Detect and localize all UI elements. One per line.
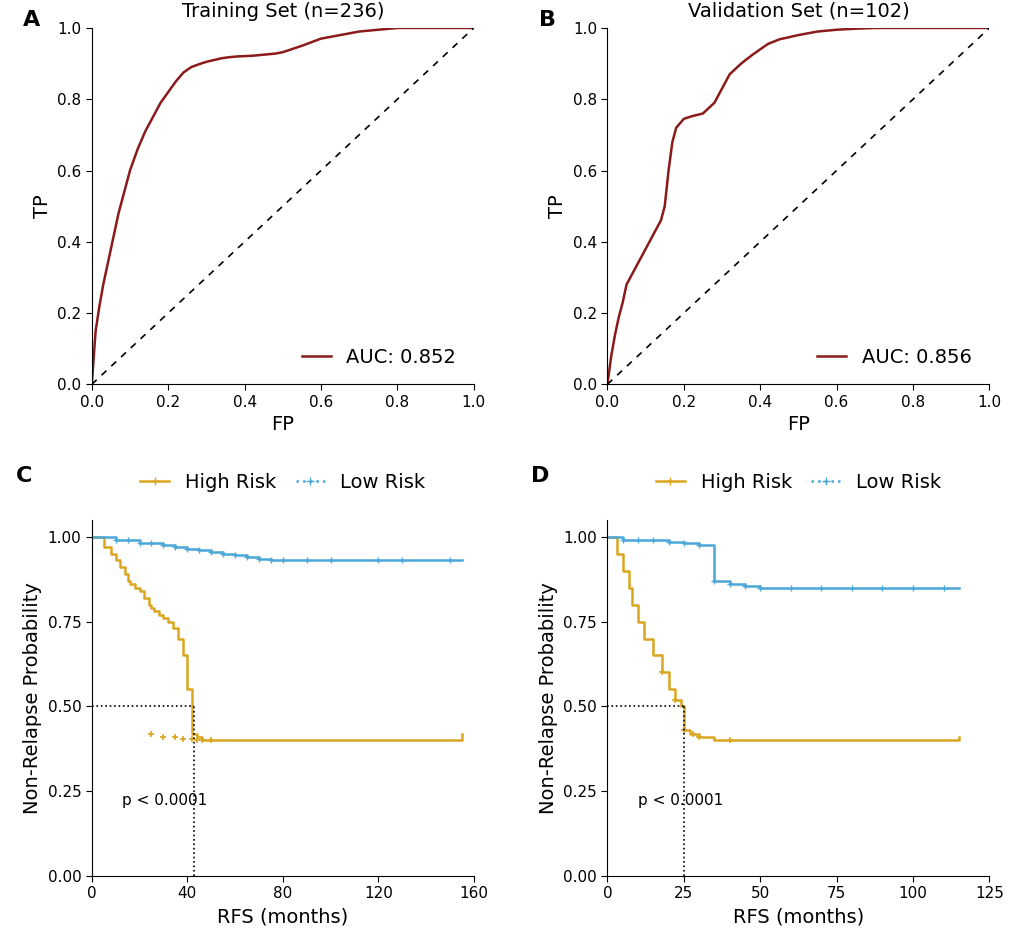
Text: A: A [23, 10, 41, 30]
Legend: AUC: 0.852: AUC: 0.852 [293, 340, 464, 375]
Title: Training Set (n=236): Training Set (n=236) [181, 2, 383, 21]
X-axis label: FP: FP [271, 416, 293, 434]
Y-axis label: Non-Relapse Probability: Non-Relapse Probability [23, 582, 42, 814]
Text: p < 0.0001: p < 0.0001 [637, 793, 722, 808]
Y-axis label: TP: TP [547, 195, 567, 218]
Text: C: C [15, 466, 32, 487]
Y-axis label: TP: TP [33, 195, 52, 218]
X-axis label: FP: FP [787, 416, 809, 434]
X-axis label: RFS (months): RFS (months) [732, 907, 863, 926]
Legend: AUC: 0.856: AUC: 0.856 [809, 340, 978, 375]
Text: p < 0.0001: p < 0.0001 [122, 793, 208, 808]
Text: D: D [531, 466, 549, 487]
Legend: High Risk, Low Risk: High Risk, Low Risk [647, 465, 948, 500]
X-axis label: RFS (months): RFS (months) [217, 907, 348, 926]
Title: Validation Set (n=102): Validation Set (n=102) [687, 2, 908, 21]
Legend: High Risk, Low Risk: High Risk, Low Risk [132, 465, 433, 500]
Y-axis label: Non-Relapse Probability: Non-Relapse Probability [538, 582, 557, 814]
Text: B: B [538, 10, 555, 30]
